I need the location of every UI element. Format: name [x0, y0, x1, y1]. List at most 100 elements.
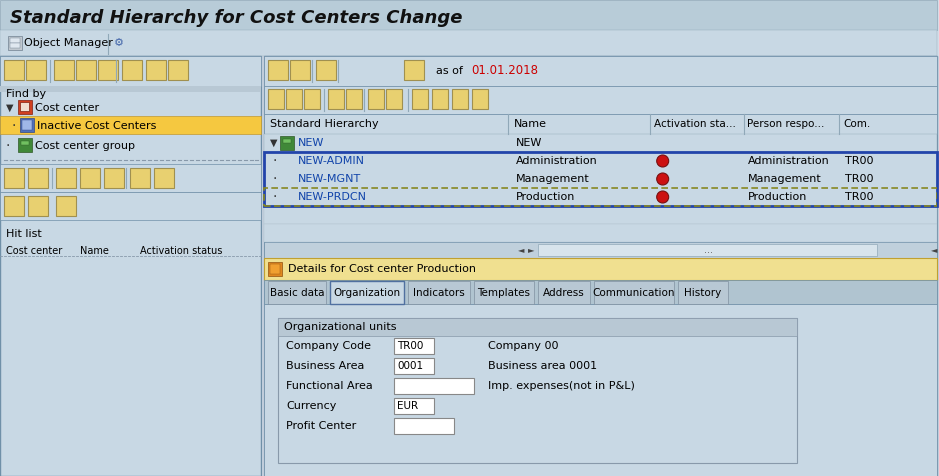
Text: Cost center group: Cost center group — [35, 141, 135, 151]
Text: ·: · — [272, 190, 277, 204]
Text: Cost center: Cost center — [6, 246, 62, 256]
Bar — [104, 168, 124, 188]
Bar — [331, 281, 404, 304]
Text: Profit Center: Profit Center — [286, 421, 357, 431]
Text: Management: Management — [516, 174, 590, 184]
Text: Name: Name — [514, 119, 547, 129]
Bar — [279, 318, 797, 463]
Bar — [269, 281, 327, 304]
Bar — [265, 114, 937, 134]
Bar — [265, 86, 937, 114]
Bar — [290, 60, 311, 80]
Text: Organizational units: Organizational units — [285, 322, 397, 332]
Bar — [265, 152, 937, 170]
Bar — [26, 60, 46, 80]
Bar — [265, 206, 937, 224]
Text: NEW-MGNT: NEW-MGNT — [298, 174, 361, 184]
Circle shape — [656, 173, 669, 185]
Text: Person respo...: Person respo... — [747, 119, 824, 129]
Bar — [281, 136, 295, 150]
Bar — [122, 60, 142, 80]
Text: Standard Hierarchy for Cost Centers Change: Standard Hierarchy for Cost Centers Chan… — [10, 9, 463, 27]
Text: Details for Cost center Production: Details for Cost center Production — [288, 264, 476, 274]
Bar — [168, 60, 188, 80]
Bar — [265, 152, 937, 206]
Bar — [265, 224, 937, 242]
Text: Company Code: Company Code — [286, 341, 372, 351]
Text: Currency: Currency — [286, 401, 337, 411]
Text: ·: · — [12, 119, 16, 133]
Bar — [265, 304, 937, 476]
Text: Communication: Communication — [593, 288, 675, 298]
Text: Functional Area: Functional Area — [286, 381, 373, 391]
Bar — [4, 60, 24, 80]
Text: Standard Hierarchy: Standard Hierarchy — [270, 119, 379, 129]
Bar — [265, 134, 937, 152]
Text: Business Area: Business Area — [286, 361, 365, 371]
Bar — [130, 168, 149, 188]
Bar — [146, 60, 165, 80]
Text: ·: · — [6, 139, 10, 153]
Bar — [0, 192, 261, 220]
Bar — [265, 56, 937, 476]
Text: NEW: NEW — [516, 138, 543, 148]
Text: Indicators: Indicators — [413, 288, 465, 298]
Bar — [368, 89, 384, 109]
Bar — [281, 190, 295, 204]
Bar — [452, 89, 468, 109]
Bar — [394, 358, 434, 374]
Bar — [20, 118, 34, 132]
Bar — [4, 168, 24, 188]
Text: Management: Management — [747, 174, 822, 184]
Text: as of: as of — [436, 66, 463, 76]
Bar — [265, 258, 937, 280]
Text: NEW-PRDCN: NEW-PRDCN — [298, 192, 366, 202]
Bar — [0, 116, 261, 134]
Text: Name: Name — [80, 246, 109, 256]
Text: TR00: TR00 — [397, 341, 423, 351]
Bar — [404, 60, 424, 80]
Bar — [538, 281, 590, 304]
Text: Imp. expenses(not in P&L): Imp. expenses(not in P&L) — [488, 381, 635, 391]
Text: Hit list: Hit list — [6, 229, 41, 239]
Bar — [283, 174, 291, 183]
Bar — [56, 196, 76, 216]
Text: Cost center: Cost center — [35, 103, 99, 113]
Text: Inactive Cost Centers: Inactive Cost Centers — [37, 121, 156, 131]
Bar — [394, 338, 434, 354]
Bar — [114, 36, 128, 50]
Bar — [593, 281, 673, 304]
Bar — [0, 0, 937, 30]
Bar — [472, 89, 488, 109]
Text: ◄: ◄ — [518, 246, 525, 255]
Text: ▼: ▼ — [6, 103, 13, 113]
Bar — [265, 242, 937, 258]
Text: Com.: Com. — [843, 119, 870, 129]
Bar — [281, 154, 295, 168]
Text: Templates: Templates — [478, 288, 531, 298]
Text: ⚙: ⚙ — [114, 38, 124, 48]
Bar — [98, 60, 117, 80]
Text: Address: Address — [543, 288, 585, 298]
Text: NEW-ADMIN: NEW-ADMIN — [298, 156, 364, 166]
Text: Activation sta...: Activation sta... — [654, 119, 735, 129]
Bar — [432, 89, 448, 109]
Bar — [394, 418, 454, 434]
Bar — [279, 318, 797, 336]
Circle shape — [656, 155, 669, 167]
Bar — [265, 280, 937, 304]
Bar — [394, 378, 474, 394]
Bar — [286, 89, 302, 109]
Text: Administration: Administration — [747, 156, 829, 166]
Text: Basic data: Basic data — [270, 288, 325, 298]
Text: History: History — [684, 288, 721, 298]
Bar — [269, 60, 288, 80]
Bar — [56, 168, 76, 188]
Bar — [22, 120, 32, 130]
Bar — [281, 172, 295, 186]
Bar — [474, 281, 534, 304]
Text: Production: Production — [747, 192, 807, 202]
Text: Organization: Organization — [333, 288, 401, 298]
Bar — [394, 398, 434, 414]
Bar — [284, 139, 291, 143]
